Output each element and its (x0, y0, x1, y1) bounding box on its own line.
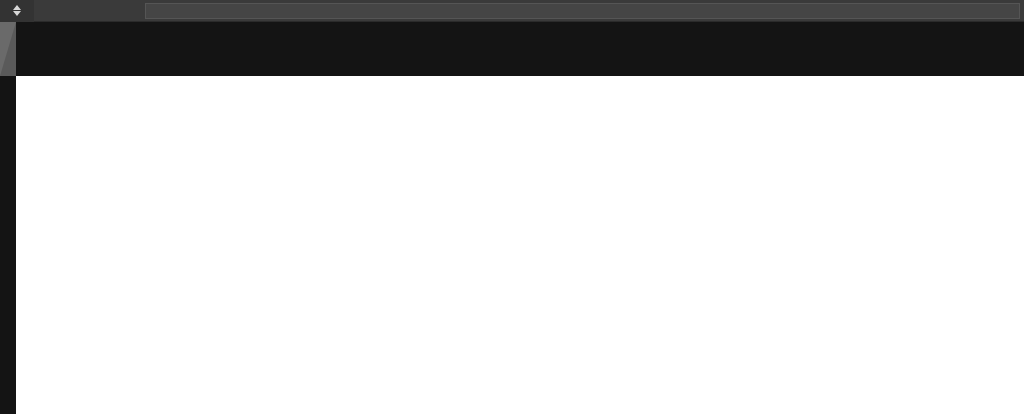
formula-input[interactable] (145, 2, 1020, 19)
spinner-up-icon[interactable] (13, 5, 21, 10)
confirm-icon[interactable] (71, 0, 108, 22)
spreadsheet-grid (0, 76, 1024, 414)
spinner-down-icon[interactable] (13, 11, 21, 16)
name-box-spinner[interactable] (0, 0, 34, 22)
select-all-corner[interactable] (0, 22, 16, 76)
row-gutter (0, 76, 16, 414)
insert-function-icon[interactable] (108, 0, 145, 22)
cancel-icon[interactable] (34, 0, 71, 22)
column-header-band (0, 22, 1024, 76)
formula-bar (0, 0, 1024, 22)
